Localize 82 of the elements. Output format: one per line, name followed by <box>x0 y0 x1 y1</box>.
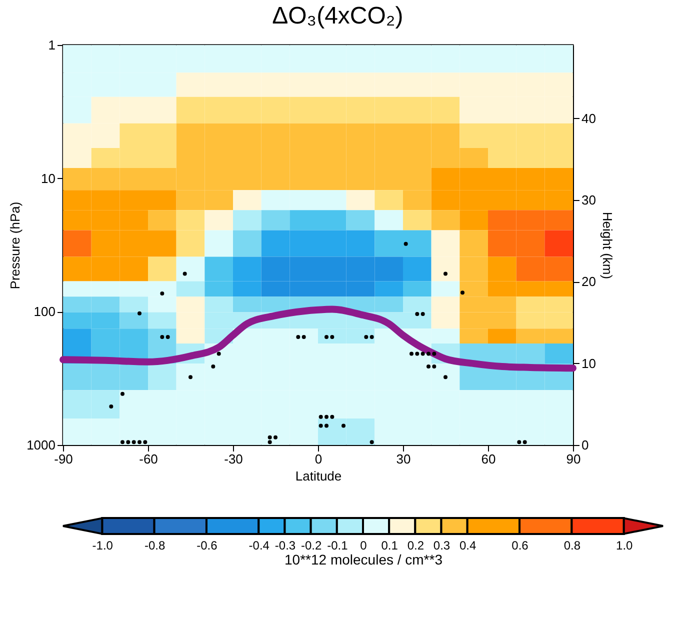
point <box>415 312 420 316</box>
point <box>410 352 414 356</box>
point <box>120 440 124 444</box>
color-bar-label: 0.1 <box>381 538 398 552</box>
point <box>460 290 464 295</box>
point <box>324 335 328 340</box>
y2-tick-label: 40 <box>582 110 596 126</box>
point <box>404 242 408 246</box>
color-bar-label: -0.8 <box>144 538 166 552</box>
color-bar-title: 10**12 molecules / cm**3 <box>284 552 443 568</box>
x-tick-label: 90 <box>566 452 581 466</box>
point <box>522 440 527 444</box>
point <box>364 335 368 340</box>
point <box>302 335 306 340</box>
x-tick-label: -30 <box>224 452 243 466</box>
color-bar-label: -1.0 <box>92 538 114 552</box>
point <box>370 335 374 340</box>
point <box>296 335 300 340</box>
point <box>370 440 374 444</box>
point <box>188 375 192 380</box>
point <box>432 352 436 356</box>
point <box>426 352 430 356</box>
y2-tick-label: 30 <box>582 192 596 208</box>
y-tick-label: 10 <box>41 170 56 186</box>
point <box>268 435 272 440</box>
color-bar-label: -0.1 <box>327 538 348 552</box>
point <box>143 440 148 444</box>
x-tick-label: -60 <box>139 452 158 466</box>
point <box>268 440 272 444</box>
point <box>426 364 430 369</box>
point <box>160 291 164 296</box>
point <box>330 414 334 419</box>
point <box>330 335 334 340</box>
point <box>126 440 130 444</box>
y2-tick-label: 10 <box>582 356 596 371</box>
point <box>444 272 448 276</box>
point <box>216 352 221 356</box>
point <box>420 352 425 356</box>
chart-title: ΔO₃(4xCO₂) <box>272 2 404 30</box>
point <box>166 335 170 340</box>
y2-tick-label: 20 <box>582 274 596 290</box>
point <box>132 440 136 444</box>
point <box>342 424 346 428</box>
color-bar-label: 0.6 <box>512 538 529 552</box>
x-tick-label: 30 <box>396 452 411 466</box>
color-bar-label: 0.4 <box>460 538 477 552</box>
point <box>109 404 114 408</box>
point <box>318 424 323 428</box>
point <box>517 440 522 444</box>
point <box>318 414 323 419</box>
y2-tick-label: 0 <box>582 438 589 452</box>
color-bar-label: 0.8 <box>564 538 581 552</box>
color-bar-label: -0.6 <box>196 538 218 552</box>
point <box>138 440 142 444</box>
point <box>415 352 420 356</box>
color-bar-label: 0.2 <box>407 538 424 552</box>
point <box>274 435 278 440</box>
y-tick-label: 1000 <box>26 438 56 452</box>
x-tick-label: 60 <box>481 452 496 466</box>
point <box>120 392 124 396</box>
color-bar-label: 0.3 <box>433 538 450 552</box>
x-tick-label: 0 <box>314 452 322 466</box>
point <box>420 312 425 316</box>
point <box>182 272 187 276</box>
point <box>138 311 142 316</box>
color-bar-label: -0.3 <box>274 538 296 552</box>
point <box>432 364 436 369</box>
point <box>211 364 216 369</box>
y-tick-label: 1 <box>48 38 56 52</box>
point <box>444 375 448 380</box>
color-bar-label: 1.0 <box>616 538 634 552</box>
point <box>324 424 328 428</box>
x-tick-label: -90 <box>54 452 73 466</box>
point <box>160 335 164 340</box>
y-axis-title: Pressure (hPa) <box>8 202 23 290</box>
y-tick-label: 100 <box>34 304 56 320</box>
color-bar-label: -0.2 <box>300 538 322 552</box>
x-axis-title: Latitude <box>295 468 342 484</box>
point <box>324 414 328 419</box>
color-bar-label: -0.4 <box>248 538 270 552</box>
y2-axis-title: Height (km) <box>600 212 615 280</box>
color-bar-label: 0 <box>360 538 368 552</box>
